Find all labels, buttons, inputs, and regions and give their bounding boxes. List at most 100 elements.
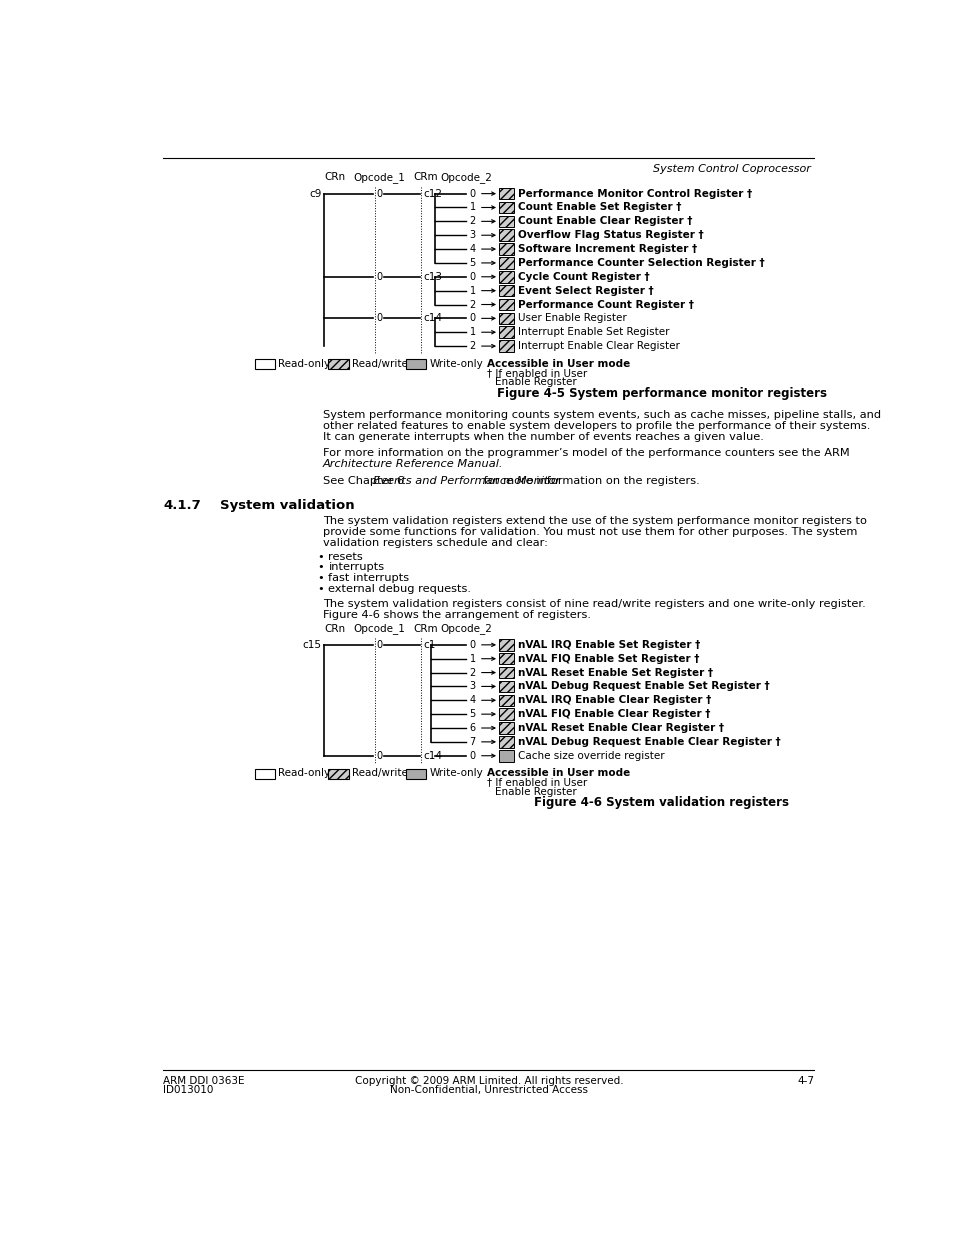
Bar	[498, 750, 514, 762]
Text: Opcode_1: Opcode_1	[353, 172, 404, 183]
Text: •: •	[316, 584, 323, 594]
Text: c12: c12	[423, 189, 442, 199]
Text: ARM DDI 0363E: ARM DDI 0363E	[163, 1076, 245, 1086]
Text: 1: 1	[469, 285, 476, 295]
Text: 7: 7	[469, 737, 476, 747]
Text: c1: c1	[423, 640, 436, 650]
Text: Read-only: Read-only	[278, 768, 330, 778]
Text: See Chapter 6: See Chapter 6	[323, 477, 407, 487]
Bar	[498, 299, 514, 310]
Text: •: •	[316, 552, 323, 562]
Bar	[498, 201, 514, 214]
Text: external debug requests.: external debug requests.	[328, 584, 471, 594]
Text: Figure 4-6 shows the arrangement of registers.: Figure 4-6 shows the arrangement of regi…	[323, 610, 591, 620]
Text: Cycle Count Register †: Cycle Count Register †	[517, 272, 649, 282]
Text: 1: 1	[469, 653, 476, 663]
Text: for more information on the registers.: for more information on the registers.	[479, 477, 699, 487]
Text: Performance Monitor Control Register †: Performance Monitor Control Register †	[517, 189, 751, 199]
Text: Events and Performance Monitor: Events and Performance Monitor	[373, 477, 559, 487]
Bar	[498, 709, 514, 720]
Text: c14: c14	[423, 314, 442, 324]
Bar	[498, 285, 514, 296]
Text: Enable Register: Enable Register	[495, 377, 577, 388]
Text: CRm: CRm	[413, 173, 437, 183]
Bar	[254, 359, 274, 369]
Text: † If enabled in User: † If enabled in User	[487, 368, 587, 378]
Bar	[498, 270, 514, 283]
Text: 4-7: 4-7	[797, 1076, 814, 1086]
Text: 4: 4	[469, 245, 476, 254]
Text: Non-Confidential, Unrestricted Access: Non-Confidential, Unrestricted Access	[390, 1086, 587, 1095]
Text: 3: 3	[469, 230, 476, 241]
Text: System validation: System validation	[220, 499, 355, 513]
Text: User Enable Register: User Enable Register	[517, 314, 626, 324]
Bar	[498, 312, 514, 324]
Text: 0: 0	[469, 189, 476, 199]
Text: Cache size override register: Cache size override register	[517, 751, 663, 761]
Text: 5: 5	[469, 709, 476, 719]
Bar	[498, 680, 514, 692]
Text: 3: 3	[469, 682, 476, 692]
Text: 1: 1	[469, 327, 476, 337]
Text: CRn: CRn	[324, 624, 345, 634]
Text: Architecture Reference Manual.: Architecture Reference Manual.	[323, 459, 503, 469]
Bar	[498, 216, 514, 227]
Text: 0: 0	[376, 314, 382, 324]
Text: other related features to enable system developers to profile the performance of: other related features to enable system …	[323, 421, 869, 431]
Text: Opcode_2: Opcode_2	[440, 172, 492, 183]
Bar	[498, 326, 514, 338]
Text: CRm: CRm	[413, 624, 437, 634]
Text: c14: c14	[423, 751, 442, 761]
Text: interrupts: interrupts	[328, 562, 384, 573]
Bar	[498, 188, 514, 199]
Text: fast interrupts: fast interrupts	[328, 573, 409, 583]
Text: validation registers schedule and clear:: validation registers schedule and clear:	[323, 537, 548, 548]
Text: Enable Register: Enable Register	[495, 787, 577, 797]
Text: Figure 4-5 System performance monitor registers: Figure 4-5 System performance monitor re…	[497, 387, 826, 400]
Text: nVAL Debug Request Enable Set Register †: nVAL Debug Request Enable Set Register †	[517, 682, 768, 692]
Text: Interrupt Enable Set Register: Interrupt Enable Set Register	[517, 327, 668, 337]
Text: 2: 2	[469, 216, 476, 226]
Text: CRn: CRn	[324, 173, 345, 183]
Text: Overflow Flag Status Register †: Overflow Flag Status Register †	[517, 230, 702, 241]
Text: c13: c13	[423, 272, 442, 282]
Text: 0: 0	[376, 751, 382, 761]
Text: Opcode_2: Opcode_2	[440, 624, 492, 634]
Text: Write-only: Write-only	[429, 359, 482, 369]
Bar	[498, 694, 514, 706]
Text: Count Enable Clear Register †: Count Enable Clear Register †	[517, 216, 691, 226]
Text: Accessible in User mode: Accessible in User mode	[487, 359, 630, 369]
Text: It can generate interrupts when the number of events reaches a given value.: It can generate interrupts when the numb…	[323, 431, 763, 442]
Text: The system validation registers consist of nine read/write registers and one wri: The system validation registers consist …	[323, 599, 865, 609]
Text: For more information on the programmer’s model of the performance counters see t: For more information on the programmer’s…	[323, 448, 849, 458]
Text: c9: c9	[309, 189, 321, 199]
Text: provide some functions for validation. You must not use them for other purposes.: provide some functions for validation. Y…	[323, 527, 857, 537]
Bar	[328, 359, 348, 369]
Text: Accessible in User mode: Accessible in User mode	[487, 768, 630, 778]
Text: 0: 0	[376, 189, 382, 199]
Text: nVAL IRQ Enable Clear Register †: nVAL IRQ Enable Clear Register †	[517, 695, 710, 705]
Bar	[498, 638, 514, 651]
Text: 2: 2	[469, 341, 476, 351]
Text: Opcode_1: Opcode_1	[353, 624, 404, 634]
Text: 0: 0	[469, 272, 476, 282]
Text: † If enabled in User: † If enabled in User	[487, 778, 587, 788]
Text: c15: c15	[302, 640, 321, 650]
Bar	[328, 769, 348, 779]
Text: 0: 0	[376, 640, 382, 650]
Bar	[254, 769, 274, 779]
Text: The system validation registers extend the use of the system performance monitor: The system validation registers extend t…	[323, 516, 866, 526]
Bar	[498, 341, 514, 352]
Bar	[498, 736, 514, 747]
Text: nVAL FIQ Enable Clear Register †: nVAL FIQ Enable Clear Register †	[517, 709, 709, 719]
Text: System performance monitoring counts system events, such as cache misses, pipeli: System performance monitoring counts sys…	[323, 410, 881, 420]
Text: 2: 2	[469, 300, 476, 310]
Text: Read/write: Read/write	[352, 768, 407, 778]
Text: nVAL IRQ Enable Set Register †: nVAL IRQ Enable Set Register †	[517, 640, 700, 650]
Text: Write-only: Write-only	[429, 768, 482, 778]
Text: nVAL Debug Request Enable Clear Register †: nVAL Debug Request Enable Clear Register…	[517, 737, 780, 747]
Bar	[498, 722, 514, 734]
Text: System Control Coprocessor: System Control Coprocessor	[653, 164, 810, 174]
Text: 0: 0	[469, 314, 476, 324]
Bar	[498, 230, 514, 241]
